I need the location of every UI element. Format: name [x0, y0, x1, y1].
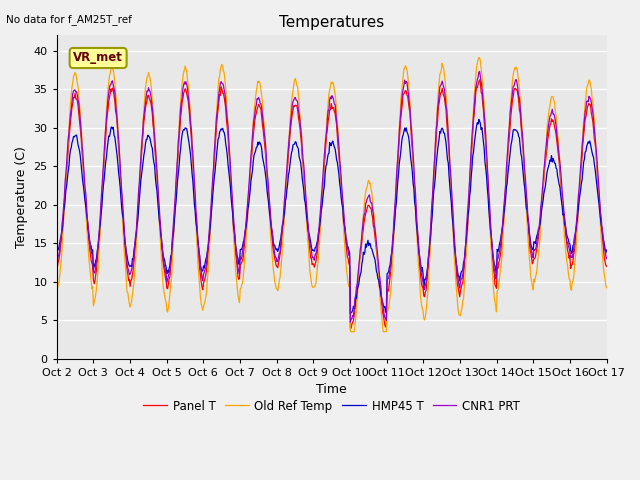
- Panel T: [204, 250, 212, 256]
- Panel T: [399, 92, 407, 97]
- HMP45 T: [475, 117, 483, 122]
- Line: CNR1 PRT: CNR1 PRT: [57, 72, 607, 322]
- Y-axis label: Temperature (C): Temperature (C): [15, 146, 28, 248]
- Text: VR_met: VR_met: [73, 51, 123, 64]
- CNR1 PRT: [53, 255, 61, 261]
- Old Ref Temp: [603, 285, 611, 290]
- Old Ref Temp: [475, 55, 483, 60]
- Line: Old Ref Temp: Old Ref Temp: [57, 58, 607, 332]
- CNR1 PRT: [399, 87, 407, 93]
- Old Ref Temp: [120, 229, 127, 235]
- HMP45 T: [399, 132, 407, 138]
- Panel T: [603, 264, 611, 269]
- Panel T: [476, 77, 483, 83]
- X-axis label: Time: Time: [316, 383, 347, 396]
- Panel T: [346, 325, 354, 331]
- CNR1 PRT: [415, 249, 423, 254]
- CNR1 PRT: [603, 255, 611, 261]
- HMP45 T: [415, 251, 423, 257]
- CNR1 PRT: [346, 319, 354, 325]
- HMP45 T: [63, 183, 70, 189]
- Old Ref Temp: [63, 164, 70, 170]
- Old Ref Temp: [346, 329, 354, 335]
- Panel T: [120, 217, 127, 223]
- HMP45 T: [53, 248, 61, 253]
- CNR1 PRT: [175, 130, 183, 136]
- Old Ref Temp: [415, 271, 423, 277]
- Panel T: [175, 136, 183, 142]
- Old Ref Temp: [204, 267, 212, 273]
- CNR1 PRT: [63, 160, 70, 166]
- CNR1 PRT: [476, 69, 483, 74]
- Old Ref Temp: [53, 287, 61, 293]
- HMP45 T: [120, 216, 127, 222]
- Old Ref Temp: [399, 73, 407, 79]
- Title: Temperatures: Temperatures: [279, 15, 384, 30]
- Old Ref Temp: [175, 123, 183, 129]
- Line: HMP45 T: HMP45 T: [57, 120, 607, 313]
- Text: No data for f_AM25T_ref: No data for f_AM25T_ref: [6, 14, 132, 25]
- Legend: Panel T, Old Ref Temp, HMP45 T, CNR1 PRT: Panel T, Old Ref Temp, HMP45 T, CNR1 PRT: [138, 395, 525, 417]
- HMP45 T: [204, 243, 212, 249]
- CNR1 PRT: [204, 244, 212, 250]
- Panel T: [63, 168, 70, 173]
- HMP45 T: [603, 247, 611, 253]
- HMP45 T: [346, 311, 354, 316]
- CNR1 PRT: [120, 209, 127, 215]
- Line: Panel T: Panel T: [57, 80, 607, 328]
- HMP45 T: [175, 163, 183, 168]
- Panel T: [53, 261, 61, 266]
- Panel T: [415, 259, 423, 265]
